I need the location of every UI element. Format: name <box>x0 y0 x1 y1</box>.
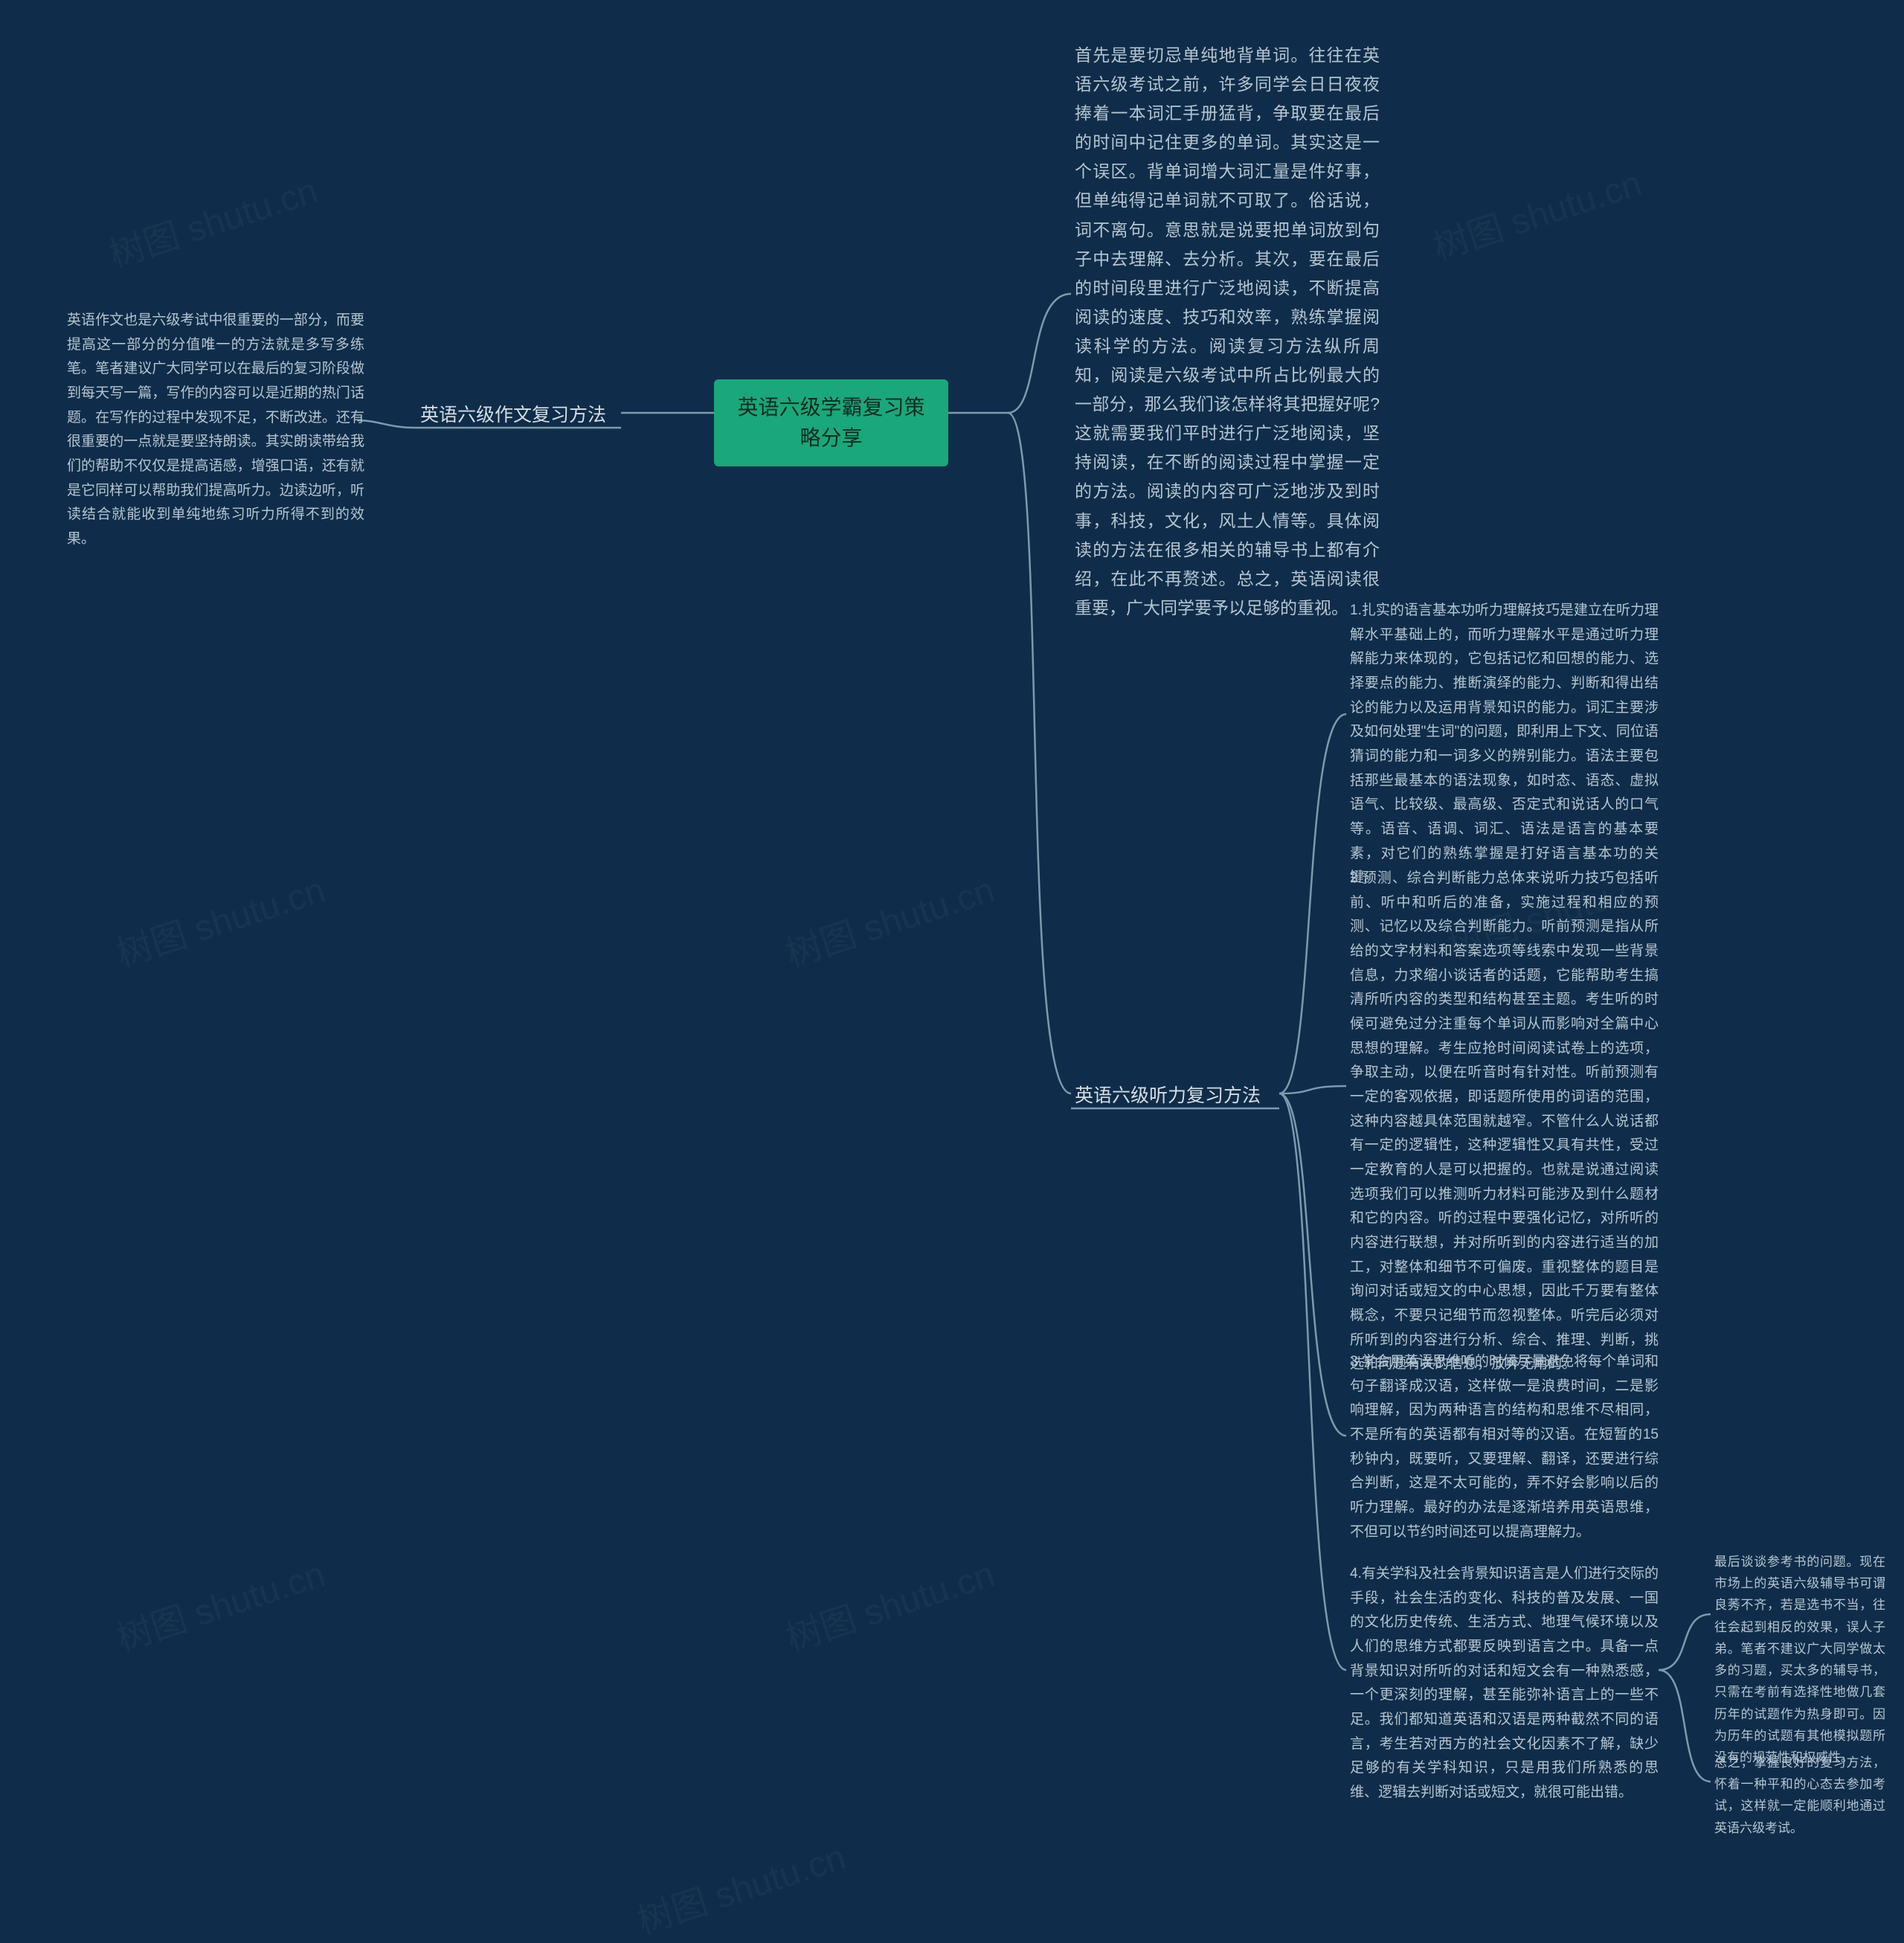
leaf-listening-3-text: 3.学会用英语思维听的时候尽量避免将每个单词和句子翻译成汉语，这样做一是浪费时间… <box>1350 1354 1659 1540</box>
watermark: 树图 shutu.cn <box>629 1828 851 1943</box>
leaf-listening-4-text: 4.有关学科及社会背景知识语言是人们进行交际的手段，社会生活的变化、科技的普及发… <box>1350 1566 1659 1800</box>
branch-listening[interactable]: 英语六级听力复习方法 <box>1075 1082 1261 1111</box>
leaf-writing-text: 英语作文也是六级考试中很重要的一部分，而要提高这一部分的分值唯一的方法就是多写多… <box>67 312 364 547</box>
leaf-listening-1: 1.扎实的语言基本功听力理解技巧是建立在听力理解水平基础上的，而听力理解水平是通… <box>1350 599 1659 890</box>
branch-listening-label: 英语六级听力复习方法 <box>1075 1085 1261 1106</box>
branch-writing[interactable]: 英语六级作文复习方法 <box>420 402 606 430</box>
watermark: 树图 shutu.cn <box>778 861 1000 977</box>
watermark: 树图 shutu.cn <box>109 861 330 977</box>
root-node[interactable]: 英语六级学霸复习策略分享 <box>714 379 948 466</box>
leaf-listening-4: 4.有关学科及社会背景知识语言是人们进行交际的手段，社会生活的变化、科技的普及发… <box>1350 1562 1659 1805</box>
watermark: 树图 shutu.cn <box>1425 154 1647 270</box>
leaf-reading: 首先是要切忌单纯地背单词。往往在英语六级考试之前，许多同学会日日夜夜捧着一本词汇… <box>1075 41 1380 623</box>
leaf-supp-1: 最后谈谈参考书的问题。现在市场上的英语六级辅导书可谓良莠不齐，若是选书不当，往往… <box>1714 1551 1885 1768</box>
leaf-writing: 英语作文也是六级考试中很重要的一部分，而要提高这一部分的分值唯一的方法就是多写多… <box>67 309 364 552</box>
branch-writing-label: 英语六级作文复习方法 <box>420 405 606 425</box>
leaf-listening-2-text: 2.预测、综合判断能力总体来说听力技巧包括听前、听中和听后的准备，实施过程和相应… <box>1350 870 1659 1372</box>
leaf-supp-2-text: 总之，掌握良好的复习方法，怀着一种平和的心态去参加考试，这样就一定能顺利地通过英… <box>1714 1756 1885 1835</box>
root-title: 英语六级学霸复习策略分享 <box>737 396 924 449</box>
leaf-supp-1-text: 最后谈谈参考书的问题。现在市场上的英语六级辅导书可谓良莠不齐，若是选书不当，往往… <box>1714 1555 1885 1764</box>
leaf-reading-text: 首先是要切忌单纯地背单词。往往在英语六级考试之前，许多同学会日日夜夜捧着一本词汇… <box>1075 45 1380 617</box>
watermark: 树图 shutu.cn <box>101 161 323 277</box>
leaf-listening-2: 2.预测、综合判断能力总体来说听力技巧包括听前、听中和听后的准备，实施过程和相应… <box>1350 867 1659 1377</box>
watermark: 树图 shutu.cn <box>778 1545 1000 1661</box>
watermark: 树图 shutu.cn <box>109 1545 330 1661</box>
leaf-listening-3: 3.学会用英语思维听的时候尽量避免将每个单词和句子翻译成汉语，这样做一是浪费时间… <box>1350 1350 1659 1544</box>
leaf-listening-1-text: 1.扎实的语言基本功听力理解技巧是建立在听力理解水平基础上的，而听力理解水平是通… <box>1350 603 1659 885</box>
leaf-supp-2: 总之，掌握良好的复习方法，怀着一种平和的心态去参加考试，这样就一定能顺利地通过英… <box>1714 1752 1885 1839</box>
